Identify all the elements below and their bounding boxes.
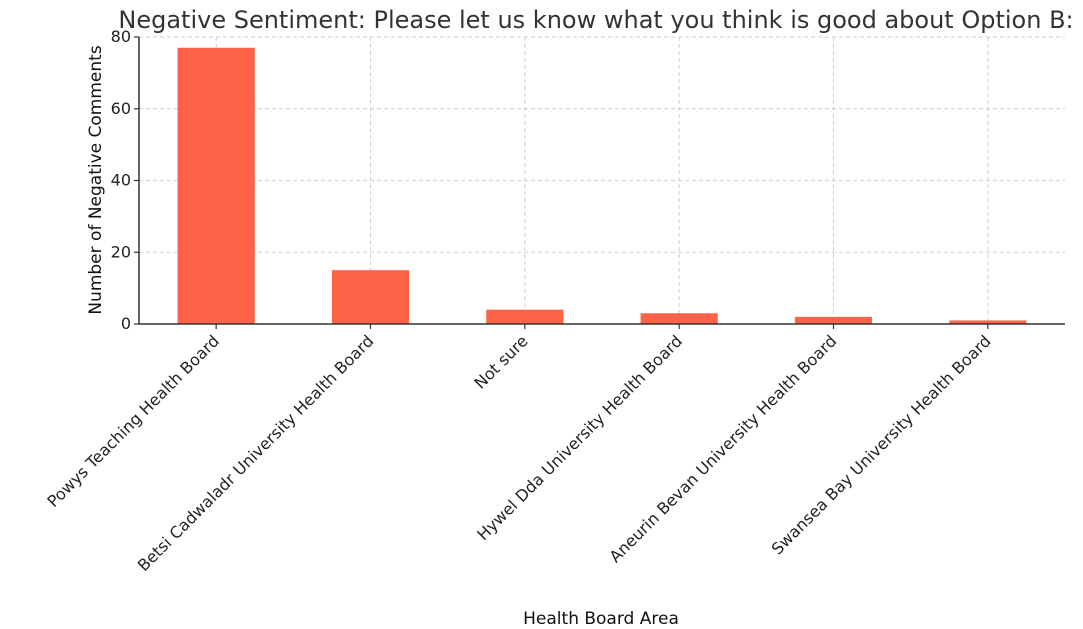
bars bbox=[177, 47, 1027, 324]
x-tick-label: Betsi Cadwaladr University Health Board bbox=[134, 331, 378, 575]
bar bbox=[640, 313, 718, 324]
bar bbox=[177, 47, 255, 324]
bar bbox=[794, 316, 873, 324]
y-tick-label: 0 bbox=[121, 314, 131, 333]
x-tick-label: Not sure bbox=[470, 331, 531, 392]
y-tick-label: 60 bbox=[111, 99, 131, 118]
x-axis-label: Health Board Area bbox=[523, 609, 679, 629]
y-tick-label: 20 bbox=[111, 242, 131, 261]
y-tick-label: 40 bbox=[111, 171, 131, 190]
y-tick-label: 80 bbox=[111, 27, 131, 46]
bar bbox=[949, 320, 1027, 324]
grid-lines bbox=[139, 36, 1065, 325]
bar bbox=[486, 309, 564, 324]
y-ticks: 0 20 40 60 80 bbox=[111, 27, 139, 333]
y-axis-label: Number of Negative Comments bbox=[86, 45, 106, 314]
chart-title: Negative Sentiment: Please let us know w… bbox=[118, 6, 1073, 34]
x-tick-label: Powys Teaching Health Board bbox=[43, 331, 223, 511]
bar bbox=[331, 270, 410, 324]
